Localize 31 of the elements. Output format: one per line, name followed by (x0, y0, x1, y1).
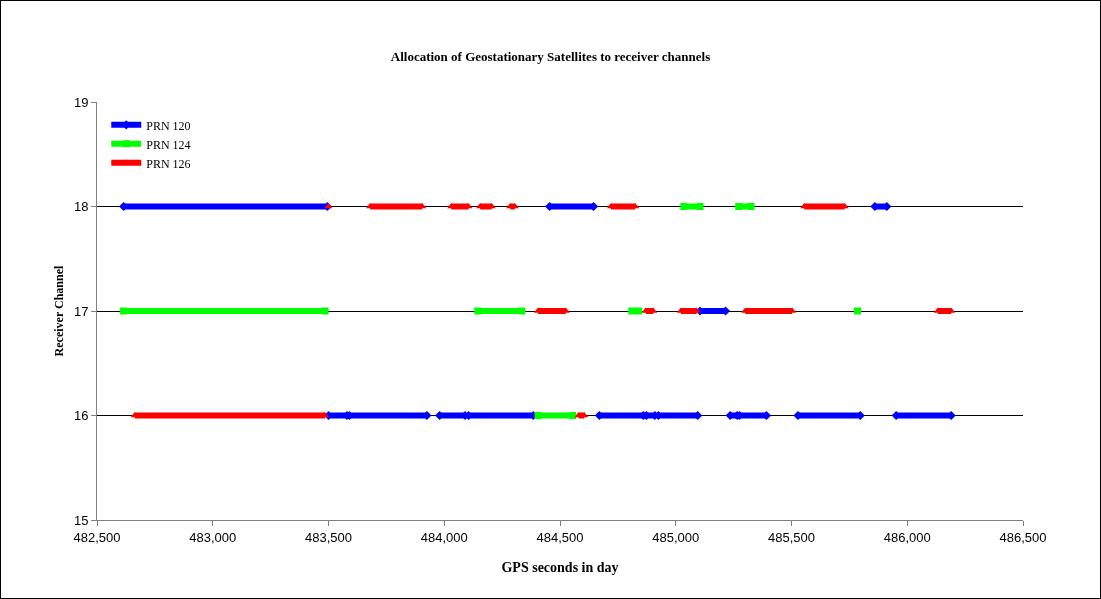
point (569, 412, 577, 419)
point (747, 203, 755, 210)
x-tick-label: 482,500 (73, 529, 121, 545)
point (735, 203, 743, 210)
x-axis-title: GPS seconds in day (501, 560, 619, 575)
x-tick-label: 483,500 (305, 529, 352, 545)
point (474, 307, 482, 315)
x-tick-label: 485,000 (652, 529, 700, 545)
point (321, 307, 329, 315)
point (518, 307, 526, 315)
point (680, 203, 688, 210)
point (635, 307, 643, 315)
x-tick-label: 484,500 (536, 529, 584, 545)
y-tick-label: 19 (73, 94, 89, 110)
point (534, 412, 542, 419)
y-axis-title: Receiver Channel (52, 264, 66, 357)
x-tick-label: 485,500 (768, 529, 815, 545)
y-tick-label: 18 (73, 199, 89, 215)
chart-title: Allocation of Geostationary Satellites to receiver channels (390, 48, 711, 64)
x-tick-label: 483,000 (189, 529, 237, 545)
x-tick-label: 484,000 (420, 529, 468, 545)
x-tick-label: 486,500 (999, 529, 1047, 545)
y-tick-label: 15 (73, 512, 89, 528)
x-tick-label: 486,000 (883, 529, 931, 545)
legend-label: PRN 124 (146, 137, 191, 152)
y-tick-label: 16 (73, 408, 89, 424)
point (696, 203, 704, 210)
y-tick-label: 17 (73, 303, 89, 319)
legend-label: PRN 120 (146, 118, 191, 133)
legend-label: PRN 126 (146, 156, 191, 171)
point (120, 307, 128, 315)
